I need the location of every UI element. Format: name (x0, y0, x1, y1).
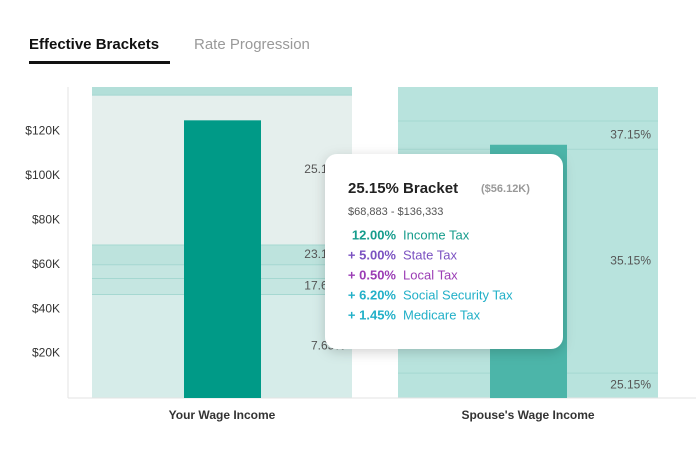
y-tick-label: $20K (32, 346, 60, 360)
y-tick-label: $60K (32, 257, 60, 271)
tax-rate: + 1.45% (348, 307, 397, 322)
tax-name: State Tax (403, 247, 457, 262)
tax-rate: + 0.50% (348, 267, 397, 282)
tab[interactable]: Rate Progression (194, 36, 310, 53)
y-tick-label: $120K (25, 124, 60, 138)
tab-active[interactable]: Effective Brackets (29, 36, 159, 53)
tax-rate: + 6.20% (348, 287, 397, 302)
bracket-band (398, 87, 658, 121)
tax-name: Local Tax (403, 267, 458, 282)
tooltip-title: 25.15% Bracket (348, 180, 458, 197)
tab-underline (29, 61, 170, 64)
bracket-label: 37.15% (610, 127, 651, 141)
x-tick-label: Spouse's Wage Income (461, 408, 594, 422)
tax-name: Income Tax (403, 227, 470, 242)
x-tick-label: Your Wage Income (169, 408, 276, 422)
bracket-label: 25.15% (610, 378, 651, 392)
tooltip-amount: ($56.12K) (481, 183, 530, 195)
tax-name: Social Security Tax (403, 287, 513, 302)
bracket-band (398, 120, 658, 150)
y-tick-label: $80K (32, 212, 60, 226)
tooltip-box (325, 154, 563, 349)
tooltip: 25.15% Bracket ($56.12K) $68,883 - $136,33… (325, 154, 563, 349)
tax-name: Medicare Tax (403, 307, 481, 322)
y-tick-label: $100K (25, 168, 60, 182)
tax-rate: 12.00% (352, 227, 397, 242)
bracket-label: 35.15% (610, 253, 651, 267)
bracket-band (92, 87, 352, 96)
y-tick-label: $40K (32, 301, 60, 315)
bar (184, 120, 261, 399)
tooltip-range: $68,883 - $136,333 (348, 206, 443, 218)
tax-rate: + 5.00% (348, 247, 397, 262)
